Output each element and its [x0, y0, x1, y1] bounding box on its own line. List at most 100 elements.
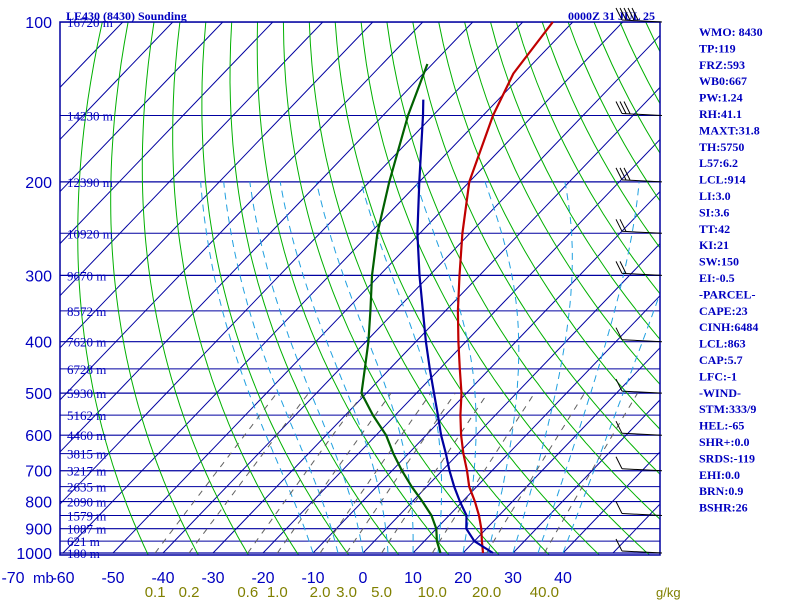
index-value: TT:42: [699, 222, 730, 236]
mixing-ratio-label: 1.0: [267, 584, 288, 600]
index-value: CAPE:23: [699, 304, 748, 318]
temperature-tick-label: -70: [1, 570, 24, 587]
isotherm-line: [462, 347, 660, 554]
dry-adiabat-line: [308, 22, 550, 555]
height-labels: 16720 m 14230 m 12390 m 10920 m 9670 m 8572 m…: [67, 15, 113, 561]
height-label: 2090 m: [67, 495, 106, 510]
mixing-ratio-axis: 0.1 0.2 0.6 1.0 2.0 3.0 5.0 10.0 20.0 40.0 g/kg: [145, 584, 681, 600]
wind-barb-flag: [619, 261, 627, 274]
height-label: 5930 m: [67, 386, 106, 401]
index-value: -PARCEL-: [699, 287, 755, 301]
wind-barb-flag: [615, 327, 623, 340]
moist-adiabat-line: [562, 292, 660, 554]
mixing-ratio-label: 10.0: [418, 584, 447, 600]
sounding-traces: [360, 21, 554, 554]
dry-adiabat-line: [515, 22, 660, 295]
wind-barb-flag: [623, 167, 631, 181]
index-value: PW:1.24: [699, 91, 743, 105]
mixing-ratio-label: 0.6: [237, 584, 258, 600]
isotherm-line: [562, 451, 660, 554]
wind-barb: [621, 550, 663, 554]
height-label: 14230 m: [67, 109, 113, 124]
pressure-tick-label: 600: [25, 428, 52, 445]
wind-barb-flag: [615, 456, 623, 469]
mixing-ratio-label: 0.1: [145, 584, 166, 600]
isotherm-line: [60, 22, 524, 505]
index-value: LCL:863: [699, 337, 746, 351]
plot-frame: [59, 21, 661, 556]
mixing-ratio-line: [381, 392, 489, 554]
wind-barb: [621, 432, 663, 436]
index-value: HEL:-65: [699, 419, 744, 433]
temperature-tick-label: -20: [251, 570, 274, 587]
mixing-ratio-line: [319, 392, 432, 554]
pressure-unit-label: mb: [33, 570, 54, 587]
mixing-ratio-line: [247, 392, 364, 554]
height-label: 2635 m: [67, 480, 106, 495]
dry-adiabat-line: [541, 22, 660, 249]
moist-adiabat-line: [415, 181, 477, 554]
wind-barb: [621, 272, 663, 276]
index-value: -WIND-: [699, 386, 741, 400]
index-value: LI:3.0: [699, 189, 731, 203]
isotherm-line: [60, 22, 274, 245]
temperature-tick-label: 0: [359, 570, 368, 587]
dry-adiabat-line: [256, 22, 450, 555]
index-value: SRDS:-119: [699, 451, 755, 465]
stability-indices: WMO: 8430 TP:119 FRZ:593 WB0:667 PW:1.24 RH:4…: [699, 25, 763, 515]
isotherm-line: [212, 86, 660, 554]
wind-barb: [621, 513, 663, 517]
index-value: BRN:0.9: [699, 484, 743, 498]
height-label: 3815 m: [67, 447, 106, 462]
pressure-tick-label: 900: [25, 522, 52, 539]
index-value: FRZ:593: [699, 58, 745, 72]
index-value: TH:5750: [699, 140, 744, 154]
temperature-tick-label: 30: [504, 570, 522, 587]
wind-barb-flag: [615, 167, 623, 181]
temperature-trace: [456, 21, 554, 554]
mixing-ratio-label: 3.0: [336, 584, 357, 600]
dry-adiabat-line: [229, 22, 400, 555]
wind-barb-flag: [615, 501, 623, 514]
wind-barbs: [615, 7, 663, 554]
wind-barb: [621, 179, 663, 183]
height-label: 3217 m: [67, 464, 106, 479]
dry-adiabat-line: [110, 22, 199, 555]
mixing-ratio-label: 20.0: [472, 584, 501, 600]
wind-barb: [621, 468, 663, 472]
temperature-tick-label: -30: [201, 570, 224, 587]
isotherm-line: [60, 22, 474, 453]
wind-barb-flag: [623, 101, 631, 114]
isotherm-line: [60, 22, 174, 141]
moist-adiabat-line: [484, 181, 520, 554]
moist-adiabat-line: [279, 181, 389, 554]
mixing-ratio-line: [188, 392, 309, 554]
temperature-tick-label: 20: [454, 570, 472, 587]
dry-adiabat-line: [464, 22, 660, 386]
height-label: 4460 m: [67, 428, 106, 443]
wind-barb: [621, 339, 663, 343]
dewpoint-trace: [360, 63, 442, 554]
height-label: 180 m: [67, 546, 100, 561]
index-value: SI:3.6: [699, 205, 729, 219]
isotherm-line: [60, 22, 324, 297]
height-label: 9670 m: [67, 268, 106, 283]
background-grid: [60, 22, 660, 555]
parcel-trace: [416, 99, 494, 554]
index-value: MAXT:31.8: [699, 123, 760, 137]
mixing-ratio-line: [431, 392, 535, 554]
dry-adiabat-line: [172, 22, 300, 555]
dry-adiabat-line: [489, 22, 660, 341]
dry-adiabat-line: [201, 22, 350, 555]
index-value: BSHR:26: [699, 501, 748, 515]
pressure-tick-label: 500: [25, 386, 52, 403]
height-label: 5162 m: [67, 408, 106, 423]
isotherm-line: [62, 22, 574, 554]
mixing-ratio-line: [154, 392, 278, 554]
dry-adiabat-line: [386, 22, 660, 520]
mixing-ratio-line: [543, 392, 638, 554]
height-label: 1087 m: [67, 522, 106, 537]
wind-barb: [621, 19, 663, 23]
index-value: LCL:914: [699, 173, 746, 187]
index-value: CINH:6484: [699, 320, 758, 334]
